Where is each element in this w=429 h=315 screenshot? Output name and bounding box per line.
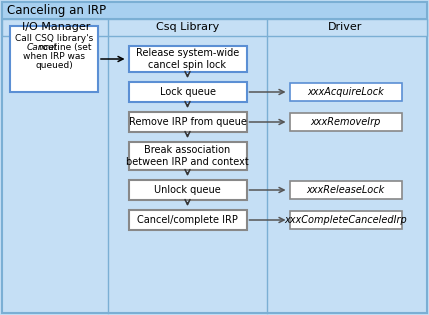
Text: Driver: Driver [328,22,363,32]
Text: xxxRemoveIrp: xxxRemoveIrp [310,117,381,127]
Text: Unlock queue: Unlock queue [154,185,221,195]
Bar [2,19,427,36]
Bar [10,26,98,92]
Text: routine (set: routine (set [36,43,92,52]
Text: Call CSQ library's: Call CSQ library's [15,34,93,43]
Bar [129,210,247,230]
Text: I/O Manager: I/O Manager [22,22,91,32]
Text: when IRP was: when IRP was [23,52,85,61]
Bar [129,142,247,170]
Bar [290,211,402,229]
Text: Cancel/complete IRP: Cancel/complete IRP [137,215,238,225]
Bar [129,180,247,200]
Text: xxxReleaseLock: xxxReleaseLock [306,185,385,195]
Text: Cancel: Cancel [27,43,57,52]
Text: xxxCompleteCanceledIrp: xxxCompleteCanceledIrp [284,215,407,225]
Text: xxxAcquireLock: xxxAcquireLock [307,87,384,97]
Text: Csq Library: Csq Library [156,22,219,32]
Text: Release system-wide
cancel spin lock: Release system-wide cancel spin lock [136,48,239,70]
Text: queued): queued) [35,61,73,70]
Text: Remove IRP from queue: Remove IRP from queue [129,117,246,127]
Text: Break association
between IRP and context: Break association between IRP and contex… [126,145,249,167]
Bar [2,2,427,19]
Bar [290,181,402,199]
Bar [290,113,402,131]
Text: Canceling an IRP: Canceling an IRP [7,4,106,17]
Bar [129,112,247,132]
Bar [290,83,402,101]
Bar [129,82,247,102]
Bar [129,46,247,72]
Text: Lock queue: Lock queue [160,87,215,97]
